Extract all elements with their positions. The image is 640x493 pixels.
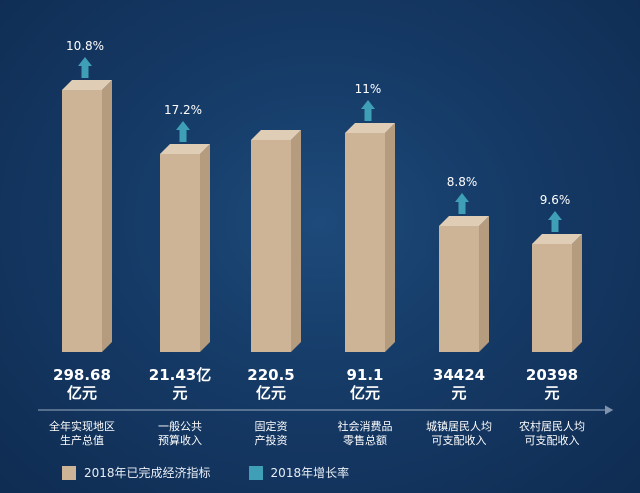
bar-top-1 (160, 144, 210, 154)
value-label-line2-1: 元 (172, 384, 187, 402)
growth-arrow-icon-1 (176, 121, 190, 142)
value-label-line1-3: 91.1 (346, 366, 383, 384)
value-label-line2-0: 亿元 (67, 384, 97, 402)
value-label-line1-5: 20398 (526, 366, 578, 384)
legend-bar-label: 2018年已完成经济指标 (84, 466, 211, 480)
bar-side-5 (572, 234, 582, 352)
value-label-line2-2: 亿元 (256, 384, 286, 402)
growth-label-3: 11% (355, 82, 382, 96)
category-label-line1-5: 农村居民人均 (519, 419, 585, 433)
legend-arrow-swatch (248, 465, 263, 480)
growth-label-4: 8.8% (447, 175, 478, 189)
value-label-line1-2: 220.5 (247, 366, 294, 384)
growth-arrow-icon-3 (361, 100, 375, 121)
category-label-line1-3: 社会消费品 (338, 419, 393, 433)
category-label-line2-5: 可支配收入 (525, 433, 580, 447)
growth-label-1: 17.2% (164, 103, 202, 117)
bar-front-2 (251, 140, 291, 352)
growth-label-0: 10.8% (66, 39, 104, 53)
bar-top-5 (532, 234, 582, 244)
category-label-line2-2: 产投资 (255, 433, 288, 447)
bar-top-3 (345, 123, 395, 133)
value-label-line1-0: 298.68 (53, 366, 111, 384)
category-label-line2-1: 预算收入 (158, 433, 202, 447)
bar-side-1 (200, 144, 210, 352)
value-label-line1-4: 34424 (433, 366, 485, 384)
value-label-line1-1: 21.43亿 (149, 366, 211, 384)
bar-side-4 (479, 216, 489, 352)
legend-arrow-label: 2018年增长率 (270, 466, 350, 480)
bar-front-5 (532, 244, 572, 352)
category-label-line2-4: 可支配收入 (432, 433, 487, 447)
bar-top-2 (251, 130, 301, 140)
bar-front-1 (160, 154, 200, 352)
bar-top-0 (62, 80, 112, 90)
legend: 2018年已完成经济指标 2018年增长率 (62, 464, 349, 481)
value-label-line2-3: 亿元 (350, 384, 380, 402)
growth-label-5: 9.6% (540, 193, 571, 207)
category-label-line1-1: 一般公共 (158, 420, 202, 433)
category-label-line1-0: 全年实现地区 (49, 419, 115, 433)
bar-side-0 (102, 80, 112, 352)
growth-arrow-icon-4 (455, 193, 469, 214)
bar-front-4 (439, 226, 479, 352)
category-label-line2-0: 生产总值 (60, 433, 104, 447)
legend-bar-swatch (62, 465, 76, 480)
category-label-line1-4: 城镇居民人均 (426, 419, 492, 433)
bar-side-2 (291, 130, 301, 352)
bar-side-3 (385, 123, 395, 352)
bar-top-4 (439, 216, 489, 226)
growth-arrow-icon-5 (548, 211, 562, 232)
bar-front-0 (62, 90, 102, 352)
category-label-line2-3: 零售总额 (343, 433, 387, 447)
bar-front-3 (345, 133, 385, 352)
growth-arrow-icon-0 (78, 57, 92, 78)
value-label-line2-5: 元 (544, 384, 559, 402)
category-label-line1-2: 固定资 (255, 419, 288, 433)
value-label-line2-4: 元 (451, 384, 466, 402)
